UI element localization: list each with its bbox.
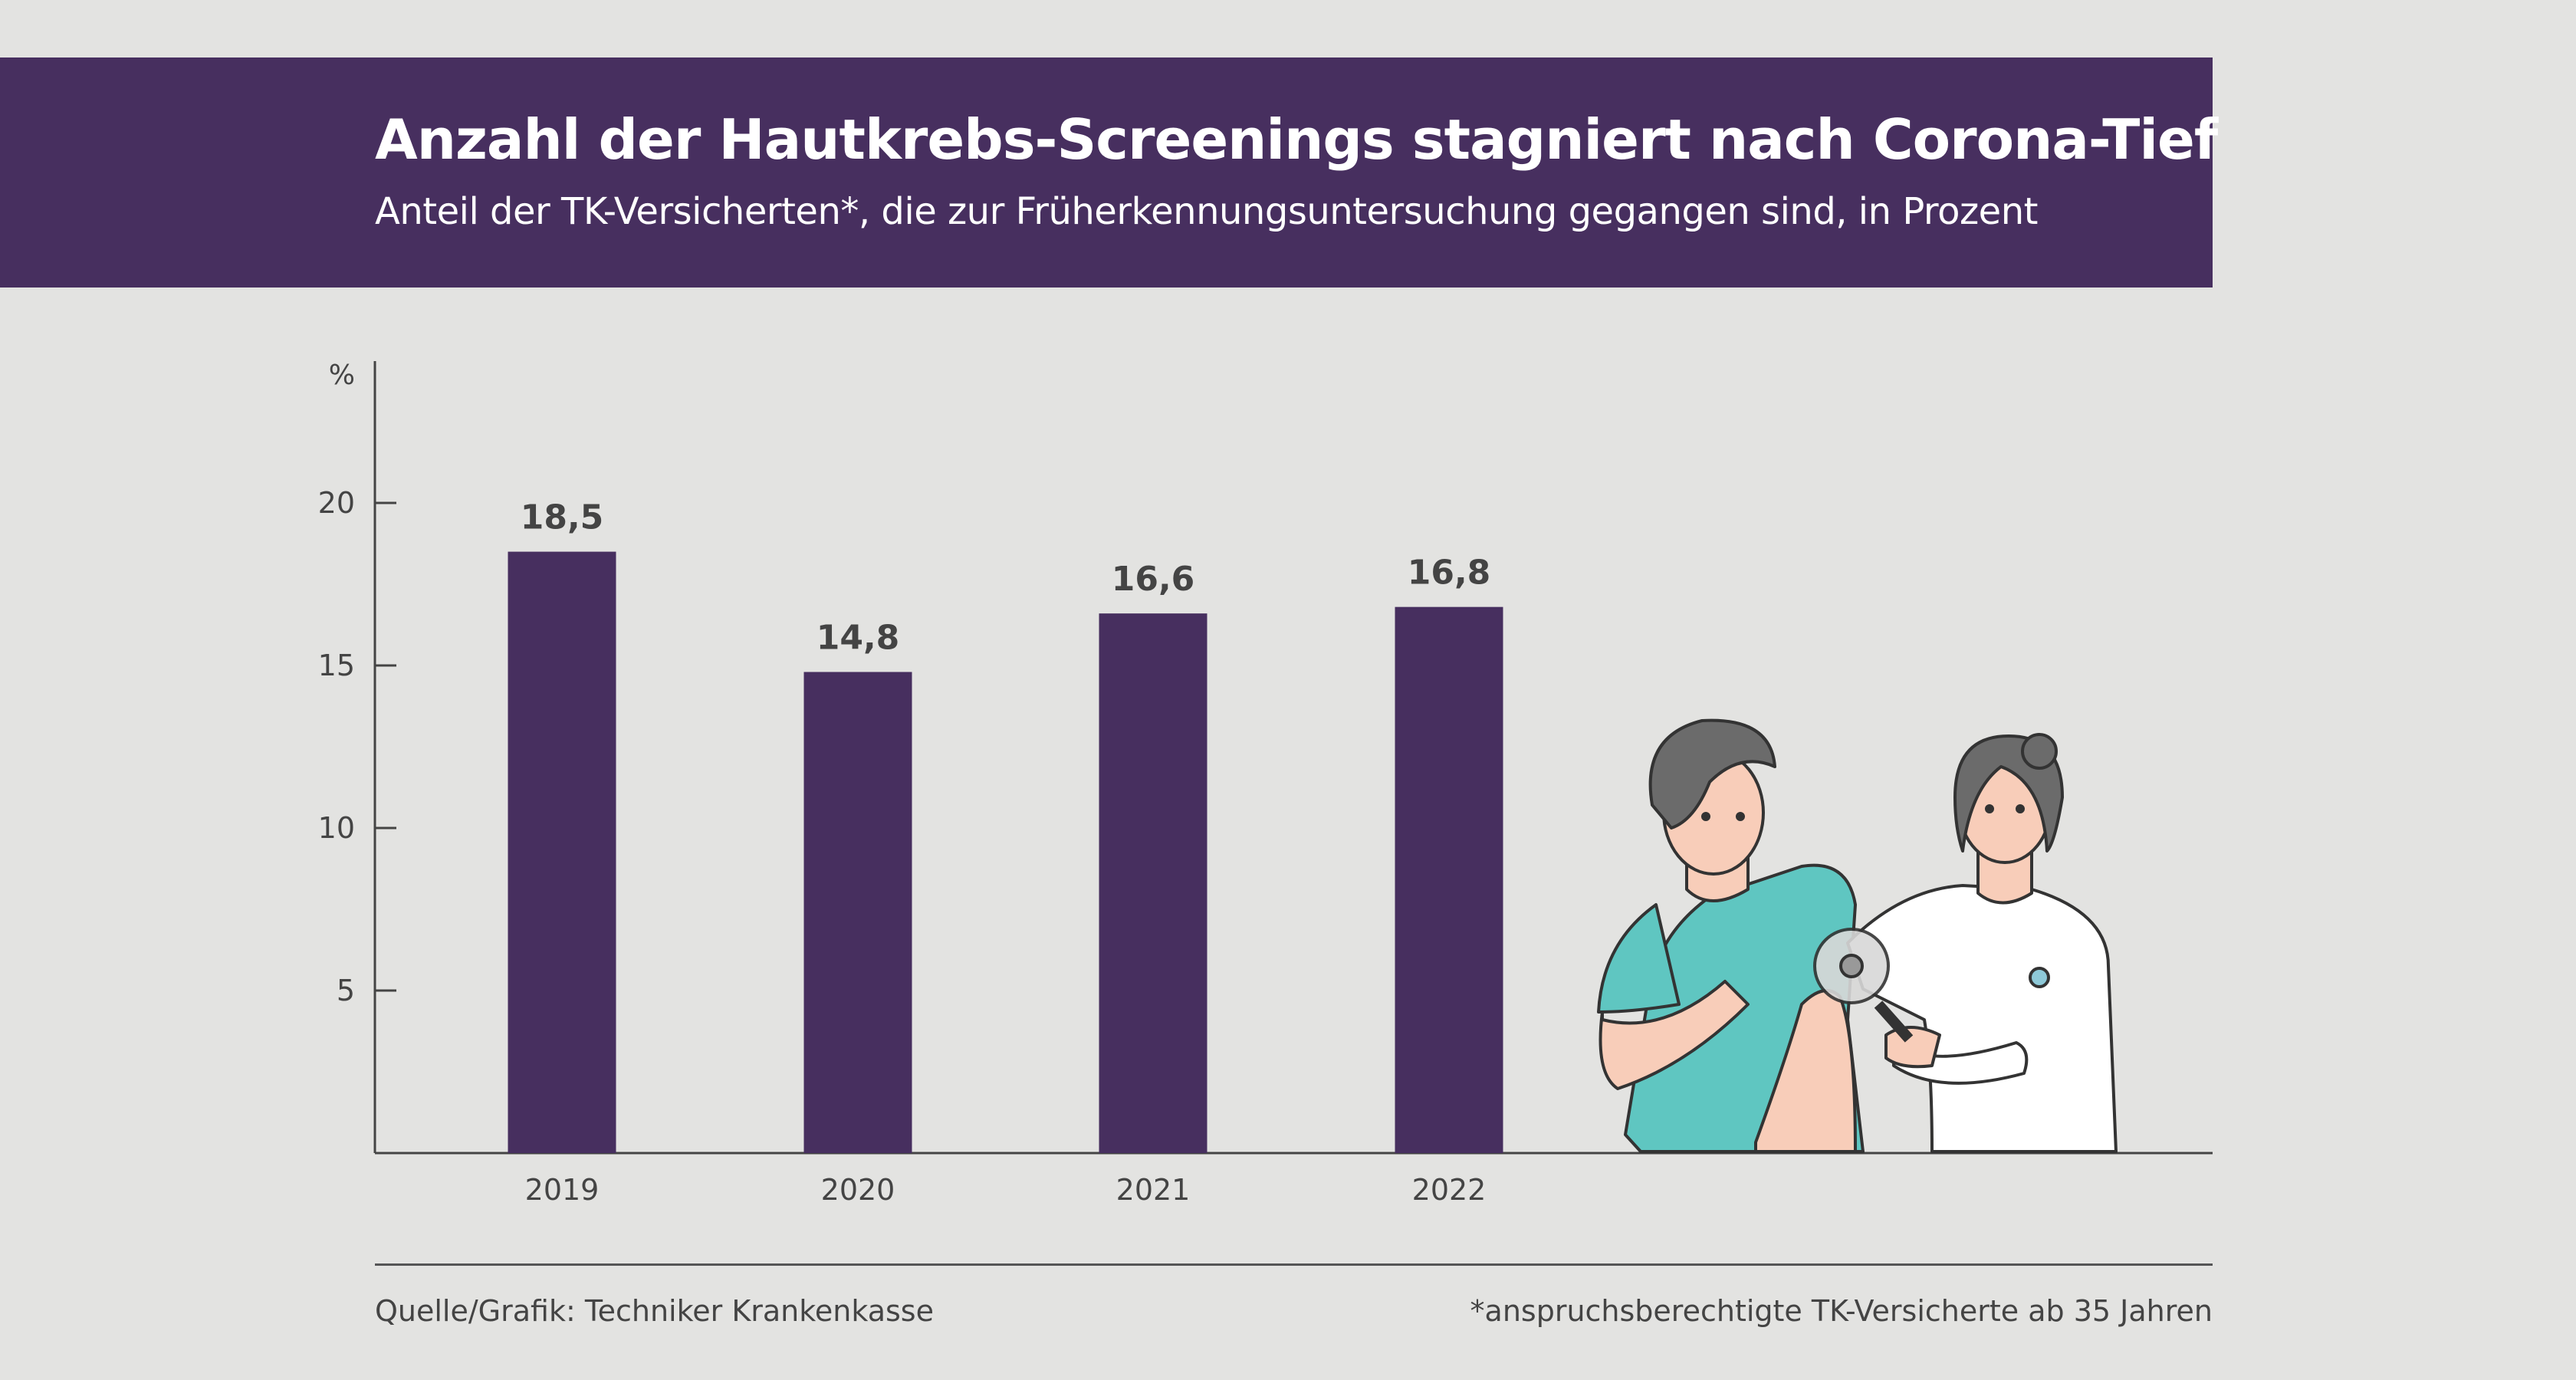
y-tick-label: 10	[318, 811, 355, 845]
x-tick-label: 2022	[1412, 1173, 1487, 1207]
y-tick-label: 20	[318, 486, 355, 520]
header-banner	[0, 58, 2213, 288]
data-label: 16,6	[1112, 560, 1195, 599]
y-axis-unit-label: %	[329, 360, 355, 391]
bar-2020	[803, 672, 912, 1153]
data-label: 18,5	[521, 498, 604, 537]
doctor-patient-illustration	[1597, 718, 2118, 1153]
bar-2019	[508, 551, 616, 1153]
data-label: 14,8	[816, 618, 900, 657]
chart-title: Anzahl der Hautkrebs-Screenings stagnier…	[375, 107, 2218, 172]
x-tick-label: 2019	[525, 1173, 600, 1207]
footnote-text: *anspruchsberechtigte TK-Versicherte ab …	[1470, 1294, 2213, 1328]
data-label: 16,8	[1408, 554, 1491, 593]
y-tick-label: 15	[318, 649, 355, 682]
chart-subtitle: Anteil der TK-Versicherten*, die zur Frü…	[375, 190, 2038, 233]
bar-2022	[1395, 606, 1503, 1153]
bar-2021	[1099, 613, 1208, 1153]
source-text: Quelle/Grafik: Techniker Krankenkasse	[375, 1294, 934, 1328]
y-tick-label: 5	[337, 974, 355, 1007]
footer-divider	[375, 1263, 2213, 1266]
x-tick-label: 2020	[821, 1173, 895, 1207]
x-tick-label: 2021	[1116, 1173, 1191, 1207]
